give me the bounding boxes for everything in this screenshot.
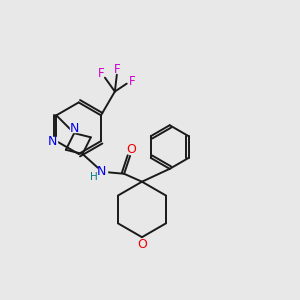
Text: H: H (89, 172, 97, 182)
Text: N: N (48, 135, 57, 148)
Text: F: F (129, 75, 136, 88)
Bar (126, 145, 136, 154)
Bar (98, 168, 107, 176)
Text: O: O (137, 238, 147, 250)
Bar (70, 124, 79, 132)
Text: O: O (126, 142, 136, 155)
Text: N: N (97, 165, 106, 178)
Text: F: F (98, 67, 104, 80)
Text: F: F (113, 63, 120, 76)
Text: N: N (70, 122, 79, 135)
Bar (136, 240, 147, 249)
Bar (47, 136, 57, 146)
